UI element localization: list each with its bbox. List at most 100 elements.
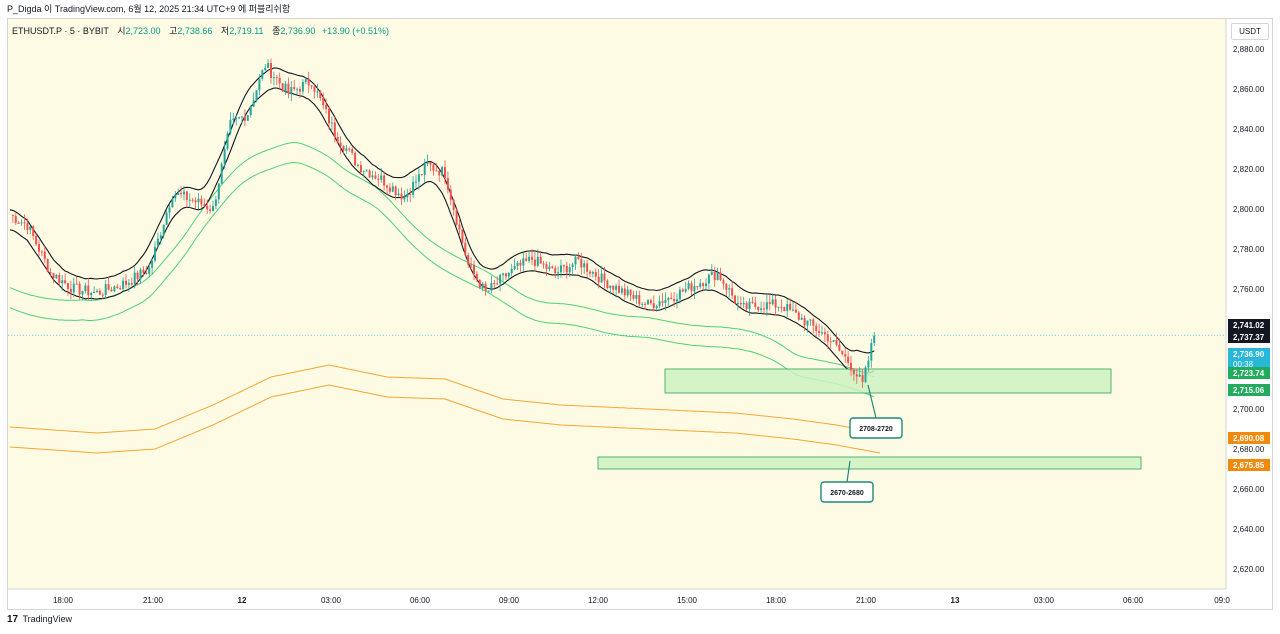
candle-body bbox=[325, 105, 328, 110]
candle-body bbox=[594, 271, 597, 277]
legend-symbol[interactable]: ETHUSDT.P · 5 · BYBIT bbox=[12, 26, 109, 36]
candle-body bbox=[792, 309, 794, 311]
candle-body bbox=[644, 303, 647, 305]
candle-body bbox=[449, 189, 452, 200]
legend-high-value: 2,738.66 bbox=[177, 26, 213, 36]
callout-label-2: 2670-2680 bbox=[830, 490, 864, 497]
candle-body bbox=[238, 117, 241, 119]
candle-body bbox=[702, 283, 705, 287]
candle-body bbox=[383, 175, 386, 186]
candle-body bbox=[258, 78, 261, 91]
x-tick-label: 21:00 bbox=[856, 596, 877, 605]
candle-body bbox=[739, 302, 742, 305]
x-tick-label: 12:00 bbox=[588, 596, 609, 605]
candle-body bbox=[200, 198, 203, 205]
candle-body bbox=[333, 122, 336, 137]
candle-body bbox=[130, 283, 133, 285]
candle-body bbox=[287, 83, 290, 94]
candle-body bbox=[829, 341, 832, 343]
candle-body bbox=[168, 207, 171, 213]
publisher-line: P_Digda 이 TradingView.com, 6월 12, 2025 2… bbox=[7, 4, 291, 14]
candle-body bbox=[536, 256, 539, 266]
candle-body bbox=[507, 273, 510, 277]
candle-body bbox=[397, 193, 400, 196]
candle-body bbox=[731, 288, 734, 296]
candle-body bbox=[171, 198, 174, 208]
candle-body bbox=[794, 309, 797, 313]
candle-body bbox=[365, 170, 368, 172]
candle-body bbox=[229, 119, 232, 134]
y-tick-label: 2,640.00 bbox=[1233, 525, 1265, 534]
candle-body bbox=[371, 175, 374, 178]
currency-unit-button[interactable]: USDT bbox=[1231, 23, 1269, 40]
candle-body bbox=[867, 360, 870, 368]
candle-body bbox=[212, 206, 214, 211]
y-tick-label: 2,820.00 bbox=[1233, 165, 1265, 174]
candle-body bbox=[388, 187, 391, 192]
candle-body bbox=[812, 319, 815, 326]
candle-body bbox=[626, 289, 629, 296]
candle-body bbox=[806, 320, 809, 326]
candle-body bbox=[531, 256, 533, 260]
candle-body bbox=[516, 262, 519, 267]
x-tick-label: 13 bbox=[951, 596, 960, 605]
green-band-upper bbox=[9, 141, 875, 378]
candle-body bbox=[145, 272, 148, 274]
y-tick-label: 2,860.00 bbox=[1233, 85, 1265, 94]
candle-body bbox=[777, 306, 780, 308]
candle-body bbox=[93, 291, 96, 293]
candle-body bbox=[696, 286, 699, 288]
candle-body bbox=[183, 191, 185, 195]
candle-body bbox=[139, 269, 142, 280]
candle-body bbox=[330, 122, 333, 124]
candle-body bbox=[296, 88, 299, 90]
candle-body bbox=[641, 303, 644, 305]
legend-low-label: 저 bbox=[220, 26, 230, 36]
candle-body bbox=[400, 193, 403, 200]
price-marker-label: 2,675.85 bbox=[1233, 461, 1265, 470]
candle-body bbox=[261, 70, 264, 79]
candle-body bbox=[17, 222, 20, 224]
plot-area[interactable] bbox=[8, 19, 1226, 589]
price-marker-3 bbox=[1228, 348, 1270, 370]
x-tick-label: 18:00 bbox=[53, 596, 74, 605]
candle-body bbox=[226, 133, 229, 149]
candle-body bbox=[185, 191, 188, 201]
candle-body bbox=[728, 288, 731, 290]
legend-change: +13.90 (+0.51%) bbox=[321, 26, 389, 36]
candle-body bbox=[873, 335, 876, 344]
candle-body bbox=[557, 272, 560, 274]
candle-body bbox=[774, 299, 777, 308]
candle-body bbox=[841, 350, 844, 355]
candle-body bbox=[832, 340, 835, 342]
candle-body bbox=[574, 256, 577, 265]
y-tick-label: 2,620.00 bbox=[1233, 565, 1265, 574]
candle-body bbox=[734, 295, 736, 304]
callout-pointer-2 bbox=[846, 460, 851, 483]
candle-body bbox=[75, 283, 78, 285]
candle-body bbox=[513, 266, 516, 269]
candle-body bbox=[464, 242, 467, 255]
candle-body bbox=[670, 297, 673, 300]
candle-body bbox=[484, 283, 487, 292]
candle-body bbox=[478, 279, 481, 289]
symbol-legend: ETHUSDT.P · 5 · BYBIT 시2,723.00 고2,738.6… bbox=[12, 24, 389, 37]
candle-body bbox=[328, 109, 330, 124]
candle-body bbox=[391, 186, 394, 192]
candle-body bbox=[52, 273, 55, 279]
candle-body bbox=[104, 284, 107, 295]
candle-body bbox=[823, 332, 826, 335]
candle-body bbox=[191, 199, 194, 201]
support-zone-1 bbox=[664, 368, 1112, 394]
legend-open-value: 2,723.00 bbox=[125, 26, 161, 36]
tradingview-footer: 17 TradingView bbox=[7, 614, 72, 625]
candle-body bbox=[539, 256, 542, 264]
candle-body bbox=[870, 343, 873, 361]
candle-body bbox=[852, 369, 855, 375]
candle-body bbox=[681, 289, 684, 292]
candle-body bbox=[122, 280, 125, 290]
candle-body bbox=[345, 148, 348, 151]
candle-body bbox=[220, 163, 223, 184]
green-band-lower bbox=[9, 161, 875, 398]
